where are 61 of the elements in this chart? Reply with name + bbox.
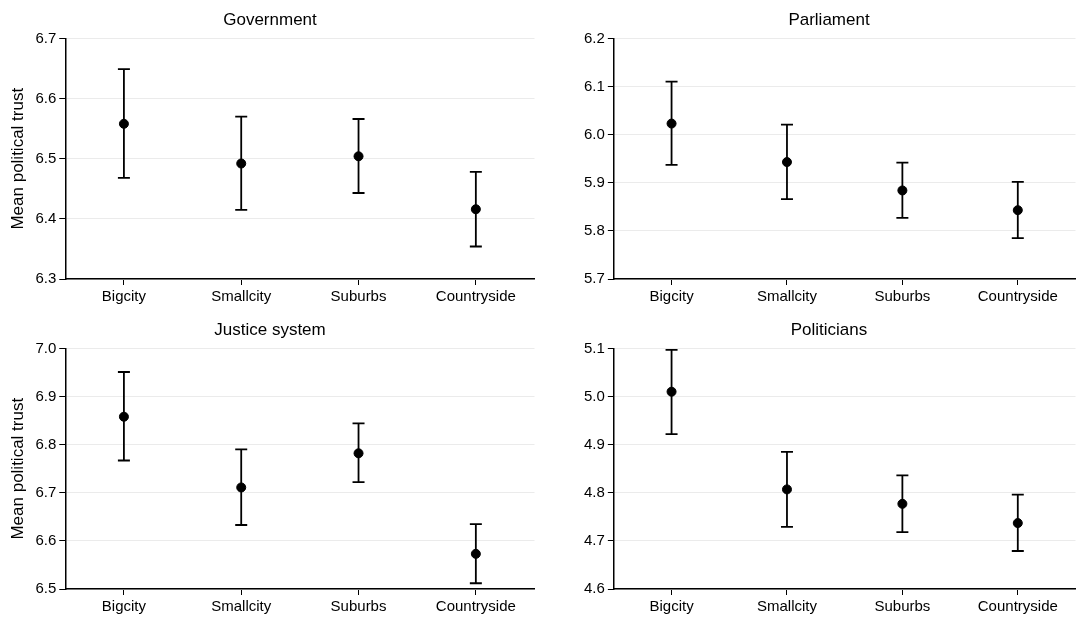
point [470, 548, 481, 559]
point [470, 204, 481, 215]
y-tick-label: 4.6 [583, 578, 605, 596]
x-tick-label: Suburbs [330, 287, 387, 305]
point [897, 498, 908, 509]
point [666, 386, 677, 397]
point [781, 483, 792, 494]
y-tick-label: 6.7 [35, 482, 57, 500]
x-tick-label: Countryside [977, 596, 1058, 614]
y-tick-label: 5.9 [583, 172, 605, 190]
x-tick-label: Bigcity [101, 596, 147, 614]
y-tick-label: 4.7 [583, 530, 605, 548]
y-tick-label: 6.2 [583, 28, 605, 46]
point [781, 157, 792, 168]
y-tick-label: 6.5 [35, 578, 57, 596]
y-tick-label: 6.4 [35, 208, 57, 226]
y-tick-label: 6.7 [35, 28, 57, 46]
x-tick-label: Smallcity [211, 287, 272, 305]
y-tick-label: 4.9 [583, 434, 605, 452]
point [118, 118, 129, 129]
y-tick-label: 6.6 [35, 530, 57, 548]
x-tick-label: Smallcity [211, 596, 272, 614]
point [236, 158, 247, 169]
y-tick-label: 4.8 [583, 482, 605, 500]
point [666, 118, 677, 129]
y-tick-label: 5.7 [583, 269, 605, 287]
y-tick-label: 6.5 [35, 148, 57, 166]
y-axis-title: Mean political trust [7, 87, 27, 230]
point [1012, 517, 1023, 528]
y-tick-label: 7.0 [35, 338, 57, 356]
y-tick-label: 6.0 [583, 124, 605, 142]
y-tick-label: 5.0 [583, 386, 605, 404]
point [1012, 205, 1023, 216]
x-tick-label: Suburbs [874, 596, 931, 614]
y-tick-label: 6.8 [35, 434, 57, 452]
x-tick-label: Suburbs [330, 596, 387, 614]
point [353, 447, 364, 458]
chart-title: Justice system [214, 319, 326, 339]
y-axis-title: Mean political trust [7, 397, 27, 540]
chart-title: Government [223, 9, 318, 29]
point [353, 151, 364, 162]
point [897, 185, 908, 196]
x-tick-label: Smallcity [756, 596, 818, 614]
x-tick-label: Bigcity [649, 596, 695, 614]
x-tick-label: Suburbs [874, 287, 931, 305]
x-tick-label: Bigcity [649, 287, 695, 305]
y-tick-label: 6.3 [35, 269, 57, 287]
x-tick-label: Bigcity [101, 287, 147, 305]
chart-title: Politicians [790, 319, 868, 339]
y-tick-label: 6.1 [583, 76, 605, 94]
x-tick-label: Countryside [435, 287, 516, 305]
x-tick-label: Countryside [977, 287, 1058, 305]
x-tick-label: Smallcity [756, 287, 818, 305]
y-tick-label: 6.6 [35, 88, 57, 106]
y-tick-label: 6.9 [35, 386, 57, 404]
y-tick-label: 5.1 [583, 338, 605, 356]
point [118, 411, 129, 422]
y-tick-label: 5.8 [583, 221, 605, 239]
chart-title: Parliament [788, 9, 870, 29]
x-tick-label: Countryside [435, 596, 516, 614]
point [236, 481, 247, 492]
